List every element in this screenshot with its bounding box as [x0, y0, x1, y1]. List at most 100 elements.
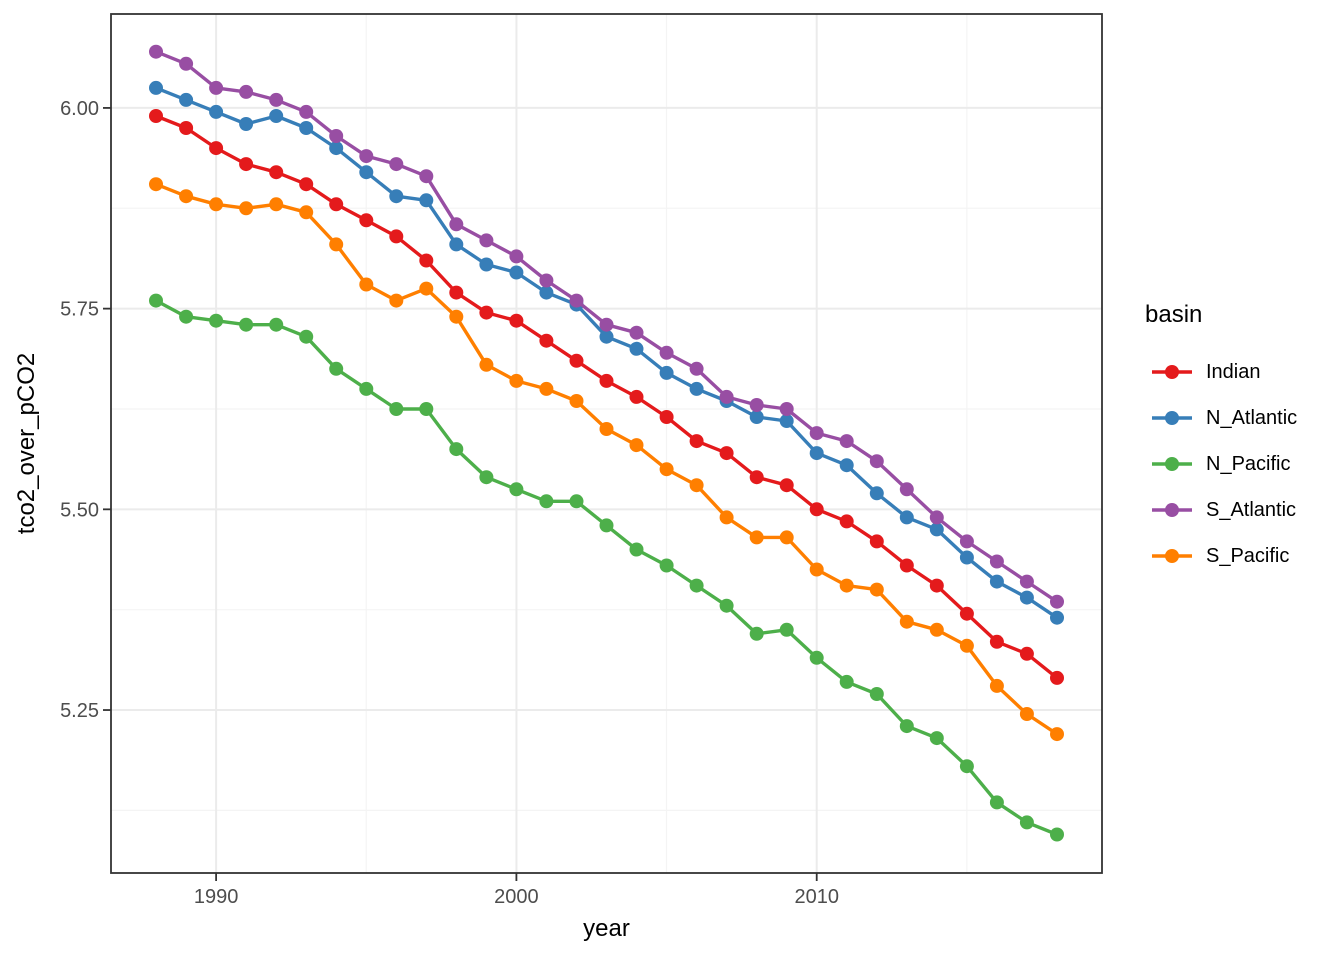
- data-point: [929, 622, 944, 637]
- data-point: [629, 542, 644, 557]
- data-point: [299, 104, 314, 119]
- data-point: [899, 719, 914, 734]
- data-point: [209, 104, 224, 119]
- legend-label: Indian: [1206, 360, 1261, 383]
- data-point: [869, 582, 884, 597]
- data-point: [509, 249, 524, 264]
- data-point: [779, 402, 794, 416]
- data-point: [689, 434, 704, 449]
- data-point: [449, 217, 464, 232]
- legend-item-S_Atlantic: S_Atlantic: [1140, 490, 1297, 530]
- data-point: [149, 80, 163, 95]
- data-point: [809, 426, 824, 441]
- data-point: [689, 361, 704, 376]
- data-point: [449, 237, 464, 252]
- data-point: [179, 309, 194, 324]
- data-point: [599, 518, 614, 533]
- series-S_Pacific: [149, 177, 1064, 742]
- data-point: [839, 434, 854, 449]
- data-point: [269, 92, 284, 107]
- data-point: [1050, 727, 1064, 742]
- data-point: [989, 554, 1004, 569]
- data-point: [539, 285, 554, 300]
- data-point: [149, 44, 163, 59]
- y-axis-title: tco2_over_pCO2: [13, 353, 40, 534]
- data-point: [209, 197, 224, 212]
- data-point: [929, 578, 944, 593]
- series-S_Atlantic: [149, 44, 1064, 609]
- data-point: [989, 574, 1004, 589]
- legend-item-N_Atlantic: N_Atlantic: [1140, 398, 1297, 438]
- data-point: [779, 478, 794, 493]
- data-point: [929, 522, 944, 537]
- data-point: [749, 530, 764, 545]
- data-point: [899, 482, 914, 497]
- data-point: [629, 438, 644, 453]
- data-point: [749, 410, 764, 424]
- data-point: [1019, 707, 1034, 721]
- data-point: [539, 273, 554, 288]
- data-point: [239, 201, 254, 216]
- data-point: [209, 80, 224, 95]
- data-point: [479, 357, 494, 372]
- legend-items: Indian N_Atlantic N_Pacific S_Atlantic S_Pac…: [1140, 352, 1297, 576]
- grid-major: [111, 14, 1102, 873]
- data-point: [1050, 670, 1064, 685]
- y-tick-label: 6.00: [60, 98, 99, 120]
- legend-label: S_Pacific: [1206, 544, 1290, 567]
- data-point: [329, 141, 344, 156]
- data-point: [239, 117, 254, 131]
- data-point: [1050, 594, 1064, 609]
- data-point: [299, 177, 314, 192]
- legend-key-icon: [1152, 365, 1192, 379]
- legend-title: basin: [1145, 301, 1203, 328]
- data-point: [659, 410, 674, 424]
- legend-item-S_Pacific: S_Pacific: [1140, 536, 1297, 576]
- data-point: [509, 265, 524, 280]
- data-point: [389, 402, 404, 416]
- data-point: [959, 550, 974, 565]
- data-point: [269, 109, 284, 123]
- data-point: [599, 329, 614, 344]
- data-point: [1019, 815, 1034, 830]
- x-tick-label: 2000: [494, 886, 539, 908]
- data-point: [629, 325, 644, 340]
- data-point: [569, 394, 584, 408]
- data-point: [869, 687, 884, 701]
- data-point: [239, 84, 254, 99]
- y-tick-label: 5.25: [60, 700, 99, 722]
- data-point: [479, 470, 494, 485]
- data-point: [329, 129, 344, 143]
- data-point: [509, 373, 524, 388]
- data-point: [599, 373, 614, 388]
- data-point: [389, 293, 404, 308]
- data-point: [899, 558, 914, 573]
- data-point: [239, 317, 254, 332]
- data-point: [269, 165, 284, 180]
- data-point: [1019, 590, 1034, 605]
- data-point: [179, 121, 194, 135]
- data-point: [749, 398, 764, 412]
- y-tick-label: 5.75: [60, 299, 99, 321]
- data-point: [779, 622, 794, 637]
- x-tick-label: 1990: [194, 886, 239, 908]
- data-point: [179, 189, 194, 204]
- data-point: [809, 650, 824, 665]
- data-point: [299, 121, 314, 135]
- data-point: [449, 285, 464, 300]
- data-point: [419, 281, 434, 296]
- legend-label: N_Pacific: [1206, 452, 1291, 475]
- data-point: [929, 510, 944, 525]
- legend: basin Indian N_Atlantic N_Pacific S_Atlanti…: [1140, 300, 1297, 582]
- data-point: [509, 313, 524, 328]
- data-point: [179, 56, 194, 71]
- legend-item-Indian: Indian: [1140, 352, 1297, 392]
- axis-ticks: 1990 2000 2010 6.00 5.75 5.50 5.25: [60, 98, 839, 908]
- data-point: [659, 558, 674, 573]
- data-point: [329, 361, 344, 376]
- x-tick-label: 2010: [794, 886, 839, 908]
- data-point: [449, 442, 464, 457]
- y-tick-label: 5.50: [60, 499, 99, 521]
- legend-key-icon: [1152, 549, 1192, 563]
